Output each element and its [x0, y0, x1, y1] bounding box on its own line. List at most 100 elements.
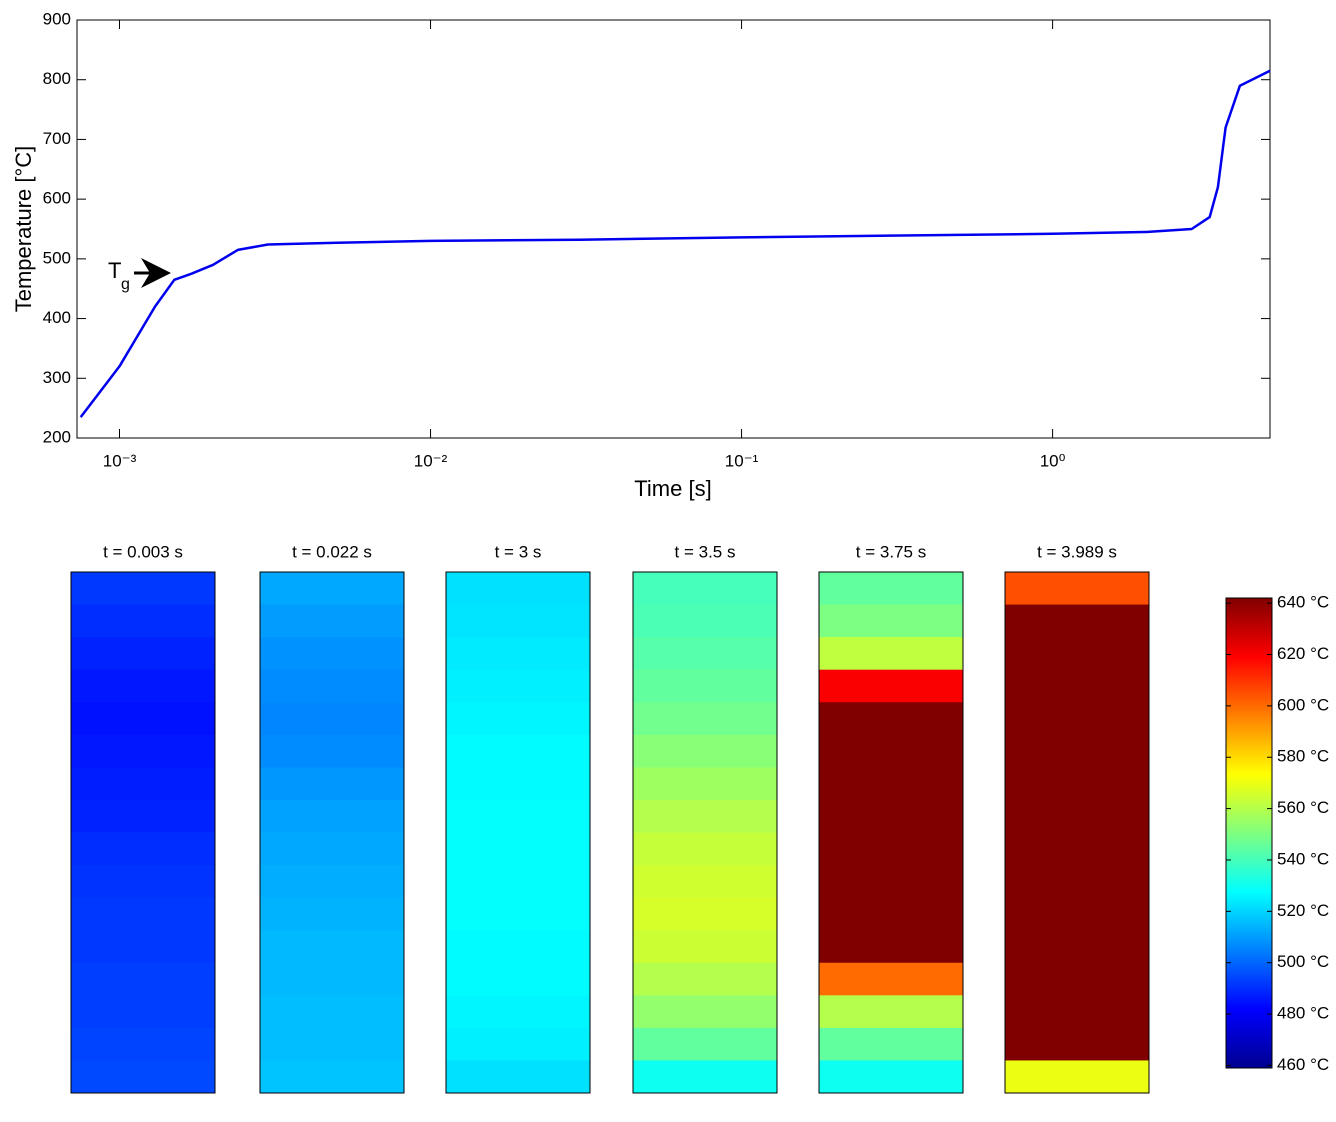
- heatmap-cell: [633, 898, 777, 931]
- heatmap-cell: [819, 1028, 963, 1061]
- heatmap-cell: [71, 898, 215, 931]
- y-tick-label: 800: [43, 69, 71, 88]
- heatmap-cell: [633, 637, 777, 670]
- heatmap-cell: [446, 735, 590, 768]
- heatmap-cell: [446, 767, 590, 800]
- heatmap-cell: [71, 1060, 215, 1093]
- heatmap-cell: [633, 833, 777, 866]
- y-tick-label: 400: [43, 308, 71, 327]
- x-tick-label: 10⁻²: [414, 451, 448, 470]
- heatmap-cell: [1005, 1028, 1149, 1061]
- y-tick-label: 300: [43, 368, 71, 387]
- annotation: T: [108, 258, 121, 283]
- heatmap-cell: [819, 605, 963, 638]
- colorbar-tick-label: 620 °C: [1277, 644, 1329, 663]
- heatmap-cell: [1005, 833, 1149, 866]
- heatmap-cell: [260, 1060, 404, 1093]
- heatmap-cell: [446, 930, 590, 963]
- y-tick-label: 500: [43, 248, 71, 267]
- heatmap-cell: [1005, 930, 1149, 963]
- heatmap-cell: [1005, 735, 1149, 768]
- heatmap-cell: [819, 833, 963, 866]
- heatmap-cell: [446, 963, 590, 996]
- heatmap-cell: [819, 735, 963, 768]
- heatmap-cell: [633, 670, 777, 703]
- heatmap-cell: [633, 1060, 777, 1093]
- heatmap-cell: [819, 800, 963, 833]
- heatmap-cell: [446, 898, 590, 931]
- panel-title: t = 3.989 s: [1037, 542, 1117, 561]
- heatmap-cell: [446, 995, 590, 1028]
- heatmap-cell: [71, 702, 215, 735]
- heatmap-cell: [819, 898, 963, 931]
- heatmap-cell: [819, 702, 963, 735]
- heatmap-cell: [819, 963, 963, 996]
- axes-box: [77, 20, 1270, 438]
- heatmap-cell: [260, 898, 404, 931]
- heatmap-cell: [260, 1028, 404, 1061]
- heatmap-cell: [819, 767, 963, 800]
- heatmap-cell: [71, 767, 215, 800]
- heatmap-cell: [71, 637, 215, 670]
- x-tick-label: 10⁻¹: [725, 451, 759, 470]
- heatmap-cell: [633, 1028, 777, 1061]
- heatmap-cell: [260, 605, 404, 638]
- heatmap-cell: [446, 800, 590, 833]
- heatmap-cell: [71, 833, 215, 866]
- heatmap-cell: [446, 833, 590, 866]
- panel-title: t = 3 s: [495, 542, 542, 561]
- heatmap-cell: [819, 670, 963, 703]
- heatmap-cell: [633, 605, 777, 638]
- colorbar-tick-label: 600 °C: [1277, 695, 1329, 714]
- heatmap-cell: [1005, 800, 1149, 833]
- heatmap-cell: [260, 702, 404, 735]
- heatmap-cell: [633, 865, 777, 898]
- colorbar-tick-label: 540 °C: [1277, 849, 1329, 868]
- heatmap-cell: [1005, 1060, 1149, 1093]
- heatmap-cell: [446, 605, 590, 638]
- y-tick-label: 900: [43, 9, 71, 28]
- heatmap-cell: [260, 735, 404, 768]
- heatmap-cell: [633, 735, 777, 768]
- heatmap-cell: [1005, 865, 1149, 898]
- heatmap-cell: [71, 605, 215, 638]
- heatmap-cell: [71, 572, 215, 605]
- heatmap-cell: [71, 995, 215, 1028]
- heatmap-cell: [260, 767, 404, 800]
- heatmap-cell: [819, 930, 963, 963]
- heatmap-cell: [71, 735, 215, 768]
- y-tick-label: 200: [43, 427, 71, 446]
- heatmap-cell: [633, 572, 777, 605]
- colorbar-tick-label: 640 °C: [1277, 593, 1329, 612]
- heatmap-cell: [633, 963, 777, 996]
- heatmap-cell: [1005, 995, 1149, 1028]
- figure: Time [s] Temperature [°C] T g 2003004005…: [0, 0, 1336, 1122]
- heatmap-cell: [71, 963, 215, 996]
- heatmap-cell: [819, 572, 963, 605]
- heatmap-cell: [819, 865, 963, 898]
- heatmap-cell: [633, 930, 777, 963]
- heatmap-cell: [71, 865, 215, 898]
- heatmap-cell: [446, 865, 590, 898]
- x-tick-label: 10⁻³: [103, 451, 137, 470]
- heatmap-cell: [260, 930, 404, 963]
- heatmap-cell: [633, 800, 777, 833]
- panel-title: t = 0.022 s: [292, 542, 372, 561]
- heatmap-cell: [446, 1028, 590, 1061]
- heatmap-cell: [260, 963, 404, 996]
- colorbar-tick-label: 520 °C: [1277, 901, 1329, 920]
- heatmap-cell: [633, 995, 777, 1028]
- data-line: [81, 71, 1270, 417]
- panel-title: t = 0.003 s: [103, 542, 183, 561]
- heatmap-cell: [446, 1060, 590, 1093]
- heatmap-cell: [819, 995, 963, 1028]
- colorbar-tick-label: 580 °C: [1277, 747, 1329, 766]
- colorbar-tick-label: 480 °C: [1277, 1004, 1329, 1023]
- heatmap-cell: [71, 930, 215, 963]
- heatmap-cell: [1005, 572, 1149, 605]
- heatmap-cell: [260, 995, 404, 1028]
- heatmap-cell: [260, 833, 404, 866]
- heatmap-cell: [71, 1028, 215, 1061]
- heatmap-cell: [633, 702, 777, 735]
- colorbar-tick-label: 560 °C: [1277, 798, 1329, 817]
